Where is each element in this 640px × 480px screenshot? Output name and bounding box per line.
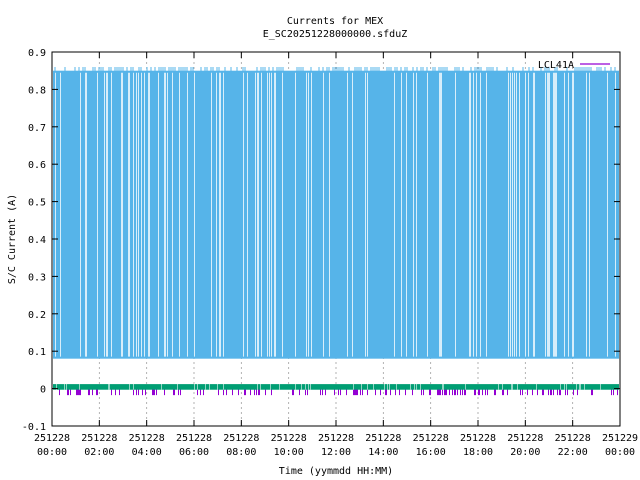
x-tick-label-date: 251228 <box>555 433 591 444</box>
y-tick-label: 0.9 <box>28 48 46 59</box>
series-green-baseline <box>53 384 619 390</box>
chart-subtitle: E_SC20251228000000.sfduZ <box>263 29 408 40</box>
legend: LCL41A <box>538 60 610 71</box>
legend-label-lcl41a: LCL41A <box>538 60 574 71</box>
tick-layer: -0.1 0 0.1 0.2 0.3 0.4 0.5 0.6 0.7 0.8 0.9 251228 00… <box>22 48 638 458</box>
y-tick-label: 0.4 <box>28 235 46 246</box>
y-tick-label: 0.3 <box>28 272 46 283</box>
y-axis-label: S/C Current (A) <box>7 194 18 284</box>
chart-title: Currents for MEX <box>287 16 383 27</box>
x-tick-label-date: 251228 <box>507 433 543 444</box>
x-tick-label-date: 251228 <box>318 433 354 444</box>
x-tick-label-time: 08:00 <box>226 447 256 458</box>
x-tick-label-date: 251229 <box>602 433 638 444</box>
y-tick-label: 0.2 <box>28 310 46 321</box>
x-tick-label-date: 251228 <box>176 433 212 444</box>
x-tick-label-date: 251228 <box>223 433 259 444</box>
x-tick-label-date: 251228 <box>271 433 307 444</box>
x-tick-label-date: 251228 <box>365 433 401 444</box>
series-lcl41a-gaps <box>55 72 616 357</box>
x-tick-label-time: 00:00 <box>605 447 635 458</box>
y-tick-label: 0.5 <box>28 198 46 209</box>
x-tick-label-date: 251228 <box>460 433 496 444</box>
x-tick-label-time: 14:00 <box>368 447 398 458</box>
x-tick-label-time: 00:00 <box>37 447 67 458</box>
series-green-gaps <box>56 383 601 390</box>
y-tick-label: 0.7 <box>28 123 46 134</box>
x-tick-label-time: 02:00 <box>84 447 114 458</box>
x-tick-label-time: 16:00 <box>416 447 446 458</box>
x-tick-label-date: 251228 <box>81 433 117 444</box>
y-tick-label: 0.8 <box>28 85 46 96</box>
series-lcl41a-band <box>53 70 619 359</box>
x-tick-label-time: 20:00 <box>510 447 540 458</box>
x-tick-label-date: 251228 <box>34 433 70 444</box>
y-tick-label: 0.6 <box>28 160 46 171</box>
series-lcl41a-peaks <box>54 66 616 72</box>
x-axis-label: Time (yymmdd HH:MM) <box>279 466 393 477</box>
x-tick-label-time: 06:00 <box>179 447 209 458</box>
y-tick-label: -0.1 <box>22 422 46 433</box>
x-tick-label-time: 22:00 <box>558 447 588 458</box>
data-layer <box>53 66 619 396</box>
x-tick-label-date: 251228 <box>413 433 449 444</box>
x-tick-label-time: 12:00 <box>321 447 351 458</box>
series-purple-baseline <box>59 387 618 396</box>
x-tick-label-time: 18:00 <box>463 447 493 458</box>
y-tick-label: 0 <box>40 385 46 396</box>
x-tick-label-date: 251228 <box>129 433 165 444</box>
x-tick-label-time: 04:00 <box>132 447 162 458</box>
y-tick-label: 0.1 <box>28 347 46 358</box>
x-tick-label-time: 10:00 <box>274 447 304 458</box>
